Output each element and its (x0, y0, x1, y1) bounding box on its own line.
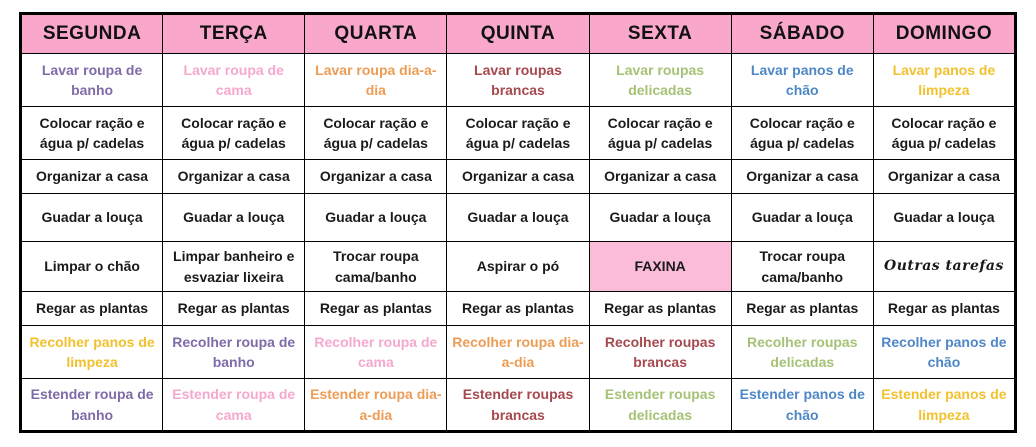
day-header-quinta: QUINTA (446, 13, 590, 54)
task-cell: Estender roupa de cama (162, 378, 306, 432)
task-cell: Limpar banheiro e esvaziar lixeira (162, 241, 306, 292)
task-cell: Regar as plantas (730, 291, 874, 326)
header-row: SEGUNDA TERÇA QUARTA QUINTA SEXTA SÁBADO… (19, 13, 1017, 54)
task-cell: Organizar a casa (162, 159, 306, 194)
task-cell: Regar as plantas (872, 291, 1017, 326)
task-cell: Colocar ração e água p/ cadelas (19, 106, 164, 160)
task-cell: Regar as plantas (162, 291, 306, 326)
task-cell: Estender roupa dia-a-dia (304, 378, 448, 432)
row-regar: Regar as plantas Regar as plantas Regar … (19, 291, 1017, 326)
task-cell: Lavar roupa de cama (162, 53, 306, 107)
task-cell: Guadar a louça (446, 193, 590, 242)
day-header-segunda: SEGUNDA (19, 13, 164, 54)
task-cell: Regar as plantas (446, 291, 590, 326)
day-header-sabado: SÁBADO (730, 13, 874, 54)
day-header-domingo: DOMINGO (872, 13, 1017, 54)
task-cell: Lavar roupa de banho (19, 53, 164, 107)
task-cell: Organizar a casa (730, 159, 874, 194)
task-cell: Guadar a louça (588, 193, 732, 242)
day-header-quarta: QUARTA (304, 13, 448, 54)
table-body: Lavar roupa de banho Lavar roupa de cama… (19, 53, 1017, 432)
task-cell: Colocar ração e água p/ cadelas (588, 106, 732, 160)
task-cell: Regar as plantas (588, 291, 732, 326)
task-cell: Regar as plantas (19, 291, 164, 326)
task-cell: Lavar panos de limpeza (872, 53, 1017, 107)
row-recolher: Recolher panos de limpeza Recolher roupa… (19, 325, 1017, 379)
task-cell: Limpar o chão (19, 241, 164, 292)
task-cell: Organizar a casa (446, 159, 590, 194)
task-cell: Estender panos de chão (730, 378, 874, 432)
task-cell: Organizar a casa (872, 159, 1017, 194)
task-cell: Estender roupa de banho (19, 378, 164, 432)
task-cell: Recolher roupa de banho (162, 325, 306, 379)
row-estender: Estender roupa de banho Estender roupa d… (19, 378, 1017, 432)
day-header-terca: TERÇA (162, 13, 306, 54)
task-cell: Organizar a casa (304, 159, 448, 194)
weekly-chore-table: SEGUNDA TERÇA QUARTA QUINTA SEXTA SÁBADO… (19, 12, 1017, 433)
task-cell: Estender roupas brancas (446, 378, 590, 432)
task-cell: Lavar roupas delicadas (588, 53, 732, 107)
chore-schedule-sheet: SEGUNDA TERÇA QUARTA QUINTA SEXTA SÁBADO… (19, 12, 1017, 433)
task-cell: Recolher panos de limpeza (19, 325, 164, 379)
task-cell: Recolher panos de chão (872, 325, 1017, 379)
task-cell: Colocar ração e água p/ cadelas (304, 106, 448, 160)
row-especiais: Limpar o chão Limpar banheiro e esvaziar… (19, 241, 1017, 292)
task-cell: Estender roupas delicadas (588, 378, 732, 432)
task-cell: Lavar panos de chão (730, 53, 874, 107)
task-cell: Estender panos de limpeza (872, 378, 1017, 432)
task-cell: Guadar a louça (162, 193, 306, 242)
task-cell: Organizar a casa (588, 159, 732, 194)
task-cell: Regar as plantas (304, 291, 448, 326)
task-cell: Colocar ração e água p/ cadelas (730, 106, 874, 160)
row-racao: Colocar ração e água p/ cadelas Colocar … (19, 106, 1017, 160)
task-cell: Lavar roupa dia-a-dia (304, 53, 448, 107)
task-cell: Recolher roupa dia-a-dia (446, 325, 590, 379)
task-cell: Guadar a louça (304, 193, 448, 242)
task-cell: Colocar ração e água p/ cadelas (162, 106, 306, 160)
task-cell: Guadar a louça (19, 193, 164, 242)
task-cell: Organizar a casa (19, 159, 164, 194)
row-lavar: Lavar roupa de banho Lavar roupa de cama… (19, 53, 1017, 107)
outras-tarefas-cell: Outras tarefas (872, 241, 1017, 292)
task-cell: Trocar roupa cama/banho (730, 241, 874, 292)
task-cell: Guadar a louça (730, 193, 874, 242)
task-cell: Colocar ração e água p/ cadelas (872, 106, 1017, 160)
task-cell: Guadar a louça (872, 193, 1017, 242)
faxina-cell: FAXINA (588, 241, 732, 292)
task-cell: Recolher roupas brancas (588, 325, 732, 379)
task-cell: Recolher roupas delicadas (730, 325, 874, 379)
task-cell: Colocar ração e água p/ cadelas (446, 106, 590, 160)
table-header: SEGUNDA TERÇA QUARTA QUINTA SEXTA SÁBADO… (19, 13, 1017, 54)
row-organizar: Organizar a casa Organizar a casa Organi… (19, 159, 1017, 194)
task-cell: Trocar roupa cama/banho (304, 241, 448, 292)
row-louca: Guadar a louça Guadar a louça Guadar a l… (19, 193, 1017, 242)
task-cell: Aspirar o pó (446, 241, 590, 292)
task-cell: Recolher roupa de cama (304, 325, 448, 379)
day-header-sexta: SEXTA (588, 13, 732, 54)
task-cell: Lavar roupas brancas (446, 53, 590, 107)
